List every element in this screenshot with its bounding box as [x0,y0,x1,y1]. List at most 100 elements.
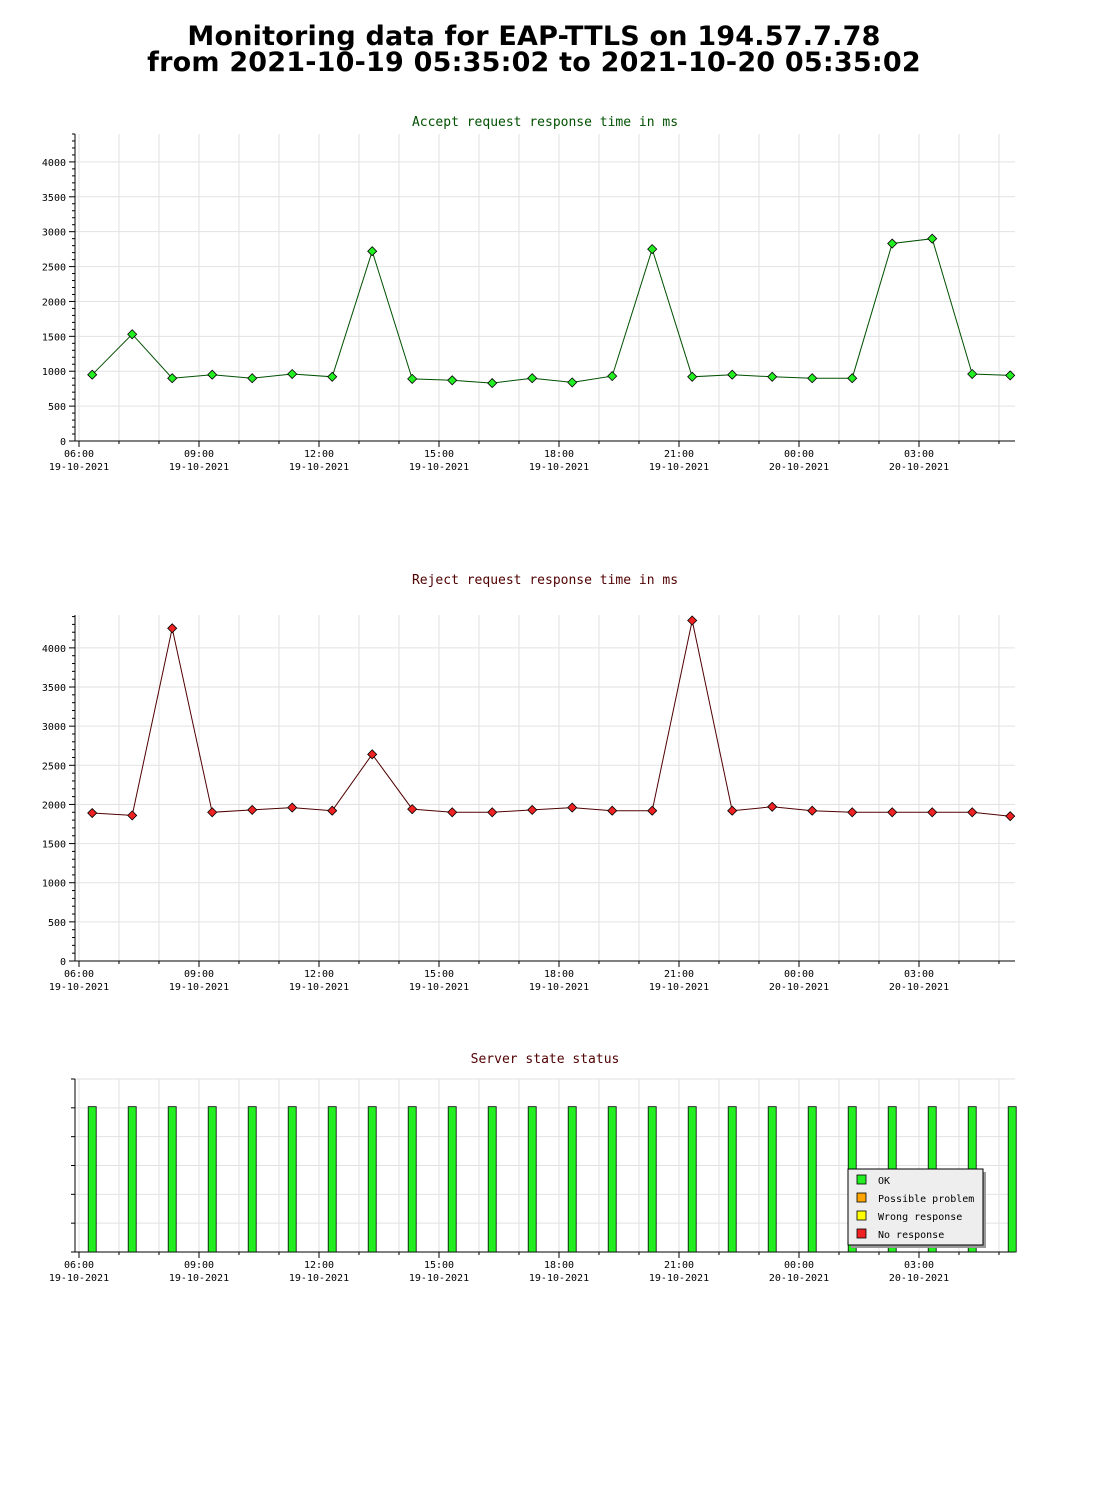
data-point-marker [807,805,818,816]
data-point-marker [207,807,218,818]
x-tick-date-label: 19-10-2021 [289,982,349,993]
y-tick-label: 2000 [42,800,66,811]
y-tick-label: 4000 [42,158,66,169]
data-point-marker [1005,811,1016,822]
y-tick-label: 1500 [42,332,66,343]
status-bar [367,1106,377,1253]
x-tick-date-label: 19-10-2021 [169,462,229,473]
status-bar [127,1106,137,1253]
data-point-marker [927,807,938,818]
data-point-marker [727,805,738,816]
x-tick-time-label: 21:00 [664,1260,694,1271]
accept-response-time-chart: Accept request response time in ms 0 500 10… [42,115,1016,473]
x-tick-time-label: 09:00 [184,1260,214,1271]
data-point-marker [687,371,698,382]
status-bar [1007,1106,1017,1253]
data-point-marker [367,749,378,760]
data-point-marker [527,373,538,384]
y-tick-label: 3000 [42,228,66,239]
y-tick-label: 2500 [42,761,66,772]
legend-label: No response [878,1230,944,1241]
data-point-marker [647,805,658,816]
x-tick-date-label: 19-10-2021 [49,1273,109,1284]
data-point-marker [687,615,698,626]
legend-swatch [856,1174,867,1185]
server-state-status-chart: Server state status 06:00 19-10-2021 09:00 1… [49,1052,1017,1284]
x-tick-date-label: 19-10-2021 [409,462,469,473]
data-point-marker [727,369,738,380]
status-bar [767,1106,777,1253]
y-tick-label: 1000 [42,367,66,378]
legend-swatch [856,1228,867,1239]
data-point-marker [447,807,458,818]
x-tick-time-label: 12:00 [304,1260,334,1271]
data-point-marker [527,804,538,815]
x-tick-time-label: 21:00 [664,449,694,460]
data-point-marker [207,369,218,380]
data-point-marker [567,377,578,388]
x-tick-date-label: 19-10-2021 [169,1273,229,1284]
y-tick-label: 500 [48,918,66,929]
x-tick-date-label: 19-10-2021 [49,462,109,473]
x-tick-date-label: 20-10-2021 [769,982,829,993]
x-tick-time-label: 00:00 [784,969,814,980]
x-tick-time-label: 06:00 [64,1260,94,1271]
y-tick-label: 1000 [42,879,66,890]
data-point-marker [767,801,778,812]
status-bar [807,1106,817,1253]
status-bar [727,1106,737,1253]
data-point-marker [87,807,98,819]
x-tick-time-label: 03:00 [904,969,934,980]
x-tick-date-label: 19-10-2021 [649,1273,709,1284]
x-tick-date-label: 19-10-2021 [649,982,709,993]
chart-title: Reject request response time in ms [412,573,678,588]
x-tick-time-label: 03:00 [904,449,934,460]
x-tick-date-label: 20-10-2021 [769,462,829,473]
x-tick-time-label: 15:00 [424,449,454,460]
data-point-marker [487,807,498,818]
y-tick-label: 500 [48,402,66,413]
y-tick-label: 4000 [42,644,66,655]
x-tick-date-label: 19-10-2021 [289,1273,349,1284]
y-tick-label: 2000 [42,297,66,308]
data-point-marker [807,373,818,384]
data-point-marker [407,373,418,384]
x-tick-time-label: 06:00 [64,969,94,980]
status-bar [607,1106,617,1253]
y-tick-label: 0 [60,437,66,448]
x-tick-time-label: 09:00 [184,449,214,460]
data-point-marker [87,369,98,380]
status-bar [247,1106,257,1253]
legend-swatch [856,1192,867,1203]
x-tick-time-label: 15:00 [424,1260,454,1271]
y-tick-label: 3500 [42,683,66,694]
x-tick-time-label: 00:00 [784,449,814,460]
x-tick-date-label: 19-10-2021 [529,462,589,473]
status-bar [527,1106,537,1253]
x-tick-date-label: 19-10-2021 [289,462,349,473]
data-point-marker [167,373,178,384]
data-point-marker [287,802,298,813]
status-bar [567,1106,577,1253]
status-bar [167,1106,177,1253]
data-point-marker [887,807,898,818]
page-title-line-1: Monitoring data for EAP-TTLS on 194.57.7… [187,21,881,52]
data-point-marker [367,246,378,257]
data-point-marker [567,802,578,813]
legend-swatch [856,1210,867,1221]
x-tick-time-label: 12:00 [304,969,334,980]
x-tick-time-label: 06:00 [64,449,94,460]
status-bar [207,1106,217,1253]
data-point-marker [487,378,498,389]
y-tick-label: 3500 [42,193,66,204]
y-tick-label: 2500 [42,263,66,274]
data-point-marker [927,233,938,244]
x-tick-date-label: 19-10-2021 [409,1273,469,1284]
x-tick-time-label: 00:00 [784,1260,814,1271]
x-tick-time-label: 18:00 [544,969,574,980]
data-point-marker [247,373,258,384]
legend-label: OK [878,1176,890,1187]
legend-box [847,1168,984,1246]
y-tick-label: 3000 [42,722,66,733]
data-point-marker [287,368,298,380]
